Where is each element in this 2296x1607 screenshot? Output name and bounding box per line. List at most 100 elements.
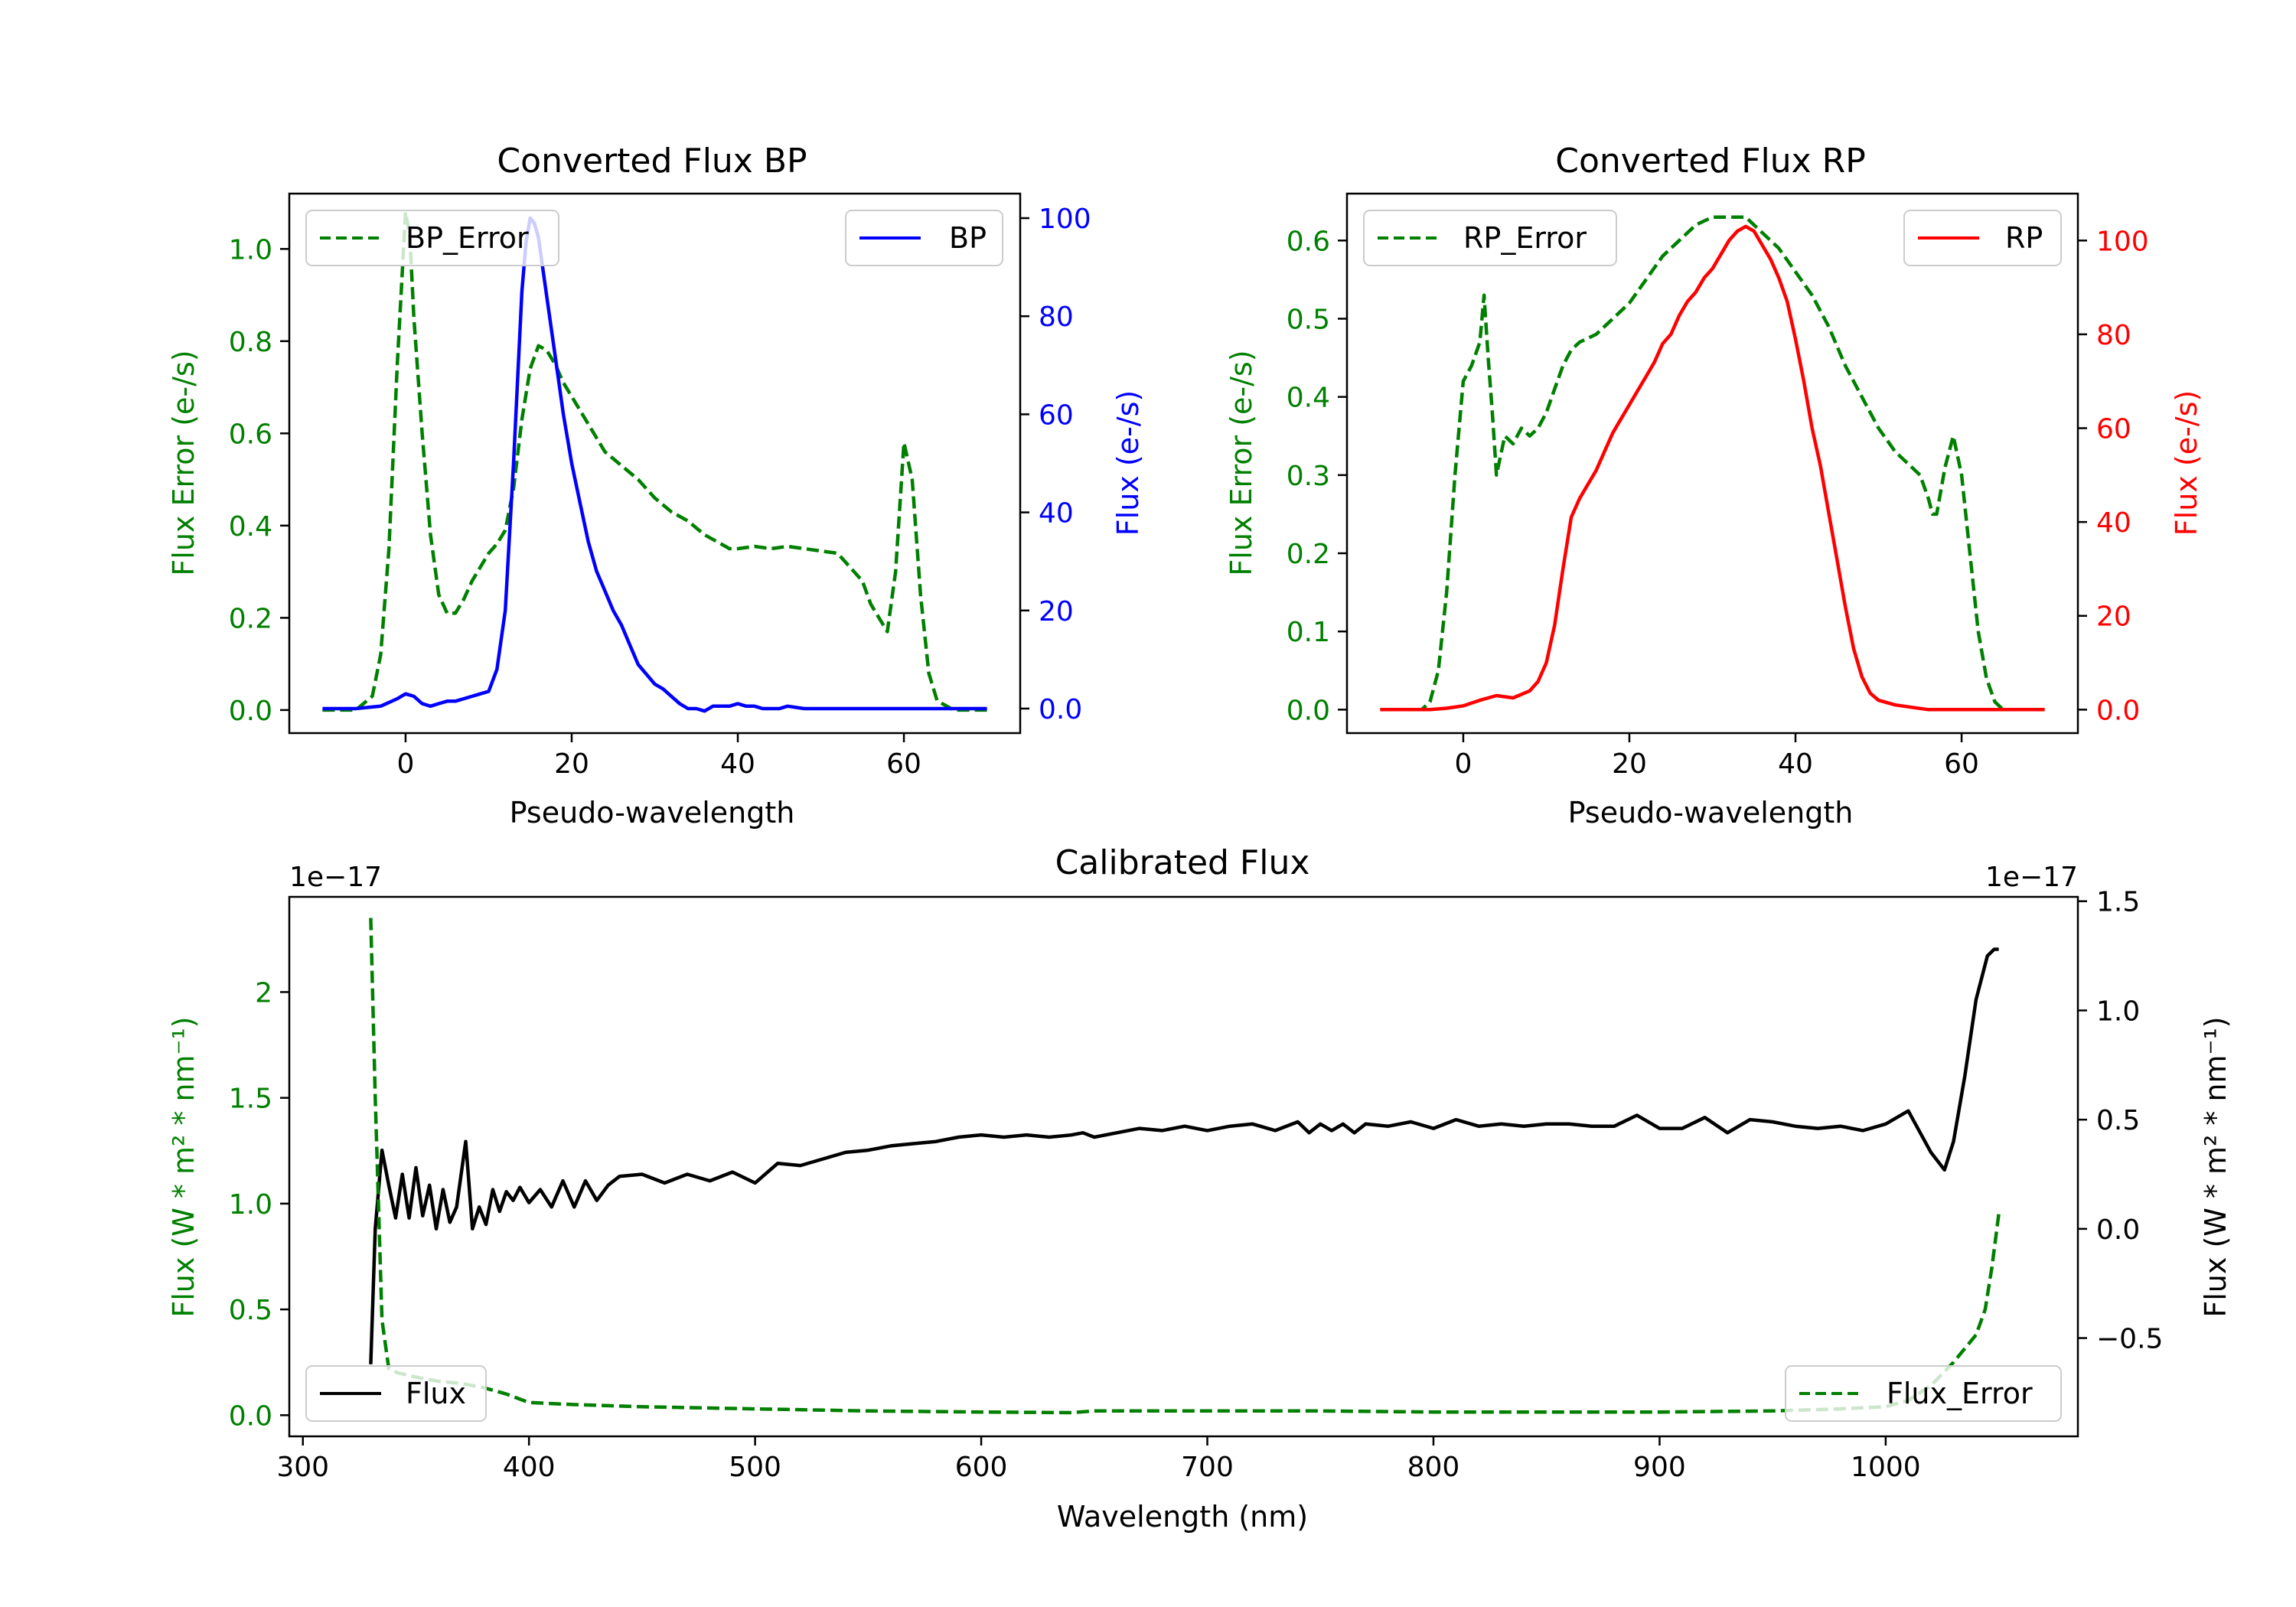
rp-ytick-left-label: 0.3	[1287, 461, 1330, 492]
rp-title: Converted Flux RP	[1555, 142, 1866, 181]
rp-xlabel: Pseudo-wavelength	[1568, 796, 1854, 830]
cal-legend-right-box	[1785, 1365, 2062, 1422]
cal-offset-left: 1e−17	[289, 862, 382, 893]
rp-xtick-label: 40	[1778, 748, 1813, 780]
bp-ylabel-right: Flux (e-/s)	[1111, 390, 1145, 536]
cal-xlabel: Wavelength (nm)	[1057, 1500, 1308, 1534]
bp-ytick-left-label: 1.0	[229, 234, 272, 266]
cal-xtick-label: 300	[276, 1452, 329, 1483]
cal-xtick-label: 600	[955, 1452, 1008, 1483]
cal-xtick-label: 700	[1181, 1452, 1234, 1483]
bp-legend-right-box	[845, 210, 1003, 266]
rp-legend-right-box	[1903, 210, 2062, 266]
rp-legend-left-box	[1363, 210, 1617, 266]
bp-xtick-label: 20	[554, 748, 589, 780]
rp-ytick-left-label: 0.6	[1287, 226, 1330, 257]
rp-ylabel-right: Flux (e-/s)	[2170, 390, 2203, 536]
cal-xtick-label: 400	[503, 1452, 556, 1483]
rp-legend-left-label: RP_Error	[1463, 221, 1587, 255]
bp-ytick-left-label: 0.4	[229, 511, 272, 543]
cal-ylabel-right: Flux (W * m² * nm⁻¹)	[2199, 1016, 2232, 1317]
rp-ytick-right-label: 0.0	[2096, 695, 2140, 726]
bp-plot-area	[322, 210, 987, 713]
rp-ytick-right-label: 100	[2096, 226, 2149, 257]
rp-xtick-label: 20	[1612, 748, 1647, 780]
cal-panel: Calibrated Flux 1e−17 1e−17 300 400 500 600…	[167, 843, 2232, 1534]
cal-legend-left-label: Flux	[406, 1377, 466, 1410]
bp-xlabel: Pseudo-wavelength	[510, 796, 795, 830]
rp-ylabel-left: Flux Error (e-/s)	[1225, 350, 1258, 575]
cal-legend-right-label: Flux_Error	[1887, 1377, 2033, 1410]
rp-ytick-right-label: 40	[2096, 507, 2131, 539]
bp-panel: Converted Flux BP 0 20 40 60 0.0 0.2 0.4 0.6 0.8…	[167, 142, 1145, 830]
rp-plot-area	[1380, 215, 2045, 712]
bp-series-bp	[322, 216, 987, 713]
cal-xtick-label: 1000	[1851, 1452, 1921, 1483]
rp-xtick-label: 0	[1454, 748, 1472, 780]
rp-ytick-left-label: 0.1	[1287, 617, 1330, 648]
cal-series-flux-error	[369, 918, 2001, 1415]
rp-legend-right-label: RP	[2005, 221, 2043, 255]
bp-title: Converted Flux BP	[497, 142, 807, 181]
bp-series-bp-error	[322, 210, 987, 712]
cal-offset-right: 1e−17	[1985, 862, 2078, 893]
bp-legend-right: BP	[845, 210, 1003, 266]
bp-ytick-right-label: 80	[1039, 302, 1074, 333]
cal-ticks: 300 400 500 600 700 800 900 1000 0.0 0.5 1.0 1.5 2 −0…	[229, 887, 2164, 1483]
cal-ytick-right-label: 1.0	[2096, 996, 2140, 1027]
rp-ytick-left-label: 0.5	[1287, 304, 1330, 335]
cal-series-flux	[369, 947, 1999, 1364]
bp-xtick-label: 60	[886, 748, 921, 780]
bp-ytick-right-label: 40	[1039, 498, 1074, 530]
cal-ytick-left-label: 1.5	[229, 1084, 272, 1115]
cal-ytick-left-label: 1.0	[229, 1189, 272, 1221]
bp-ytick-right-label: 0.0	[1039, 694, 1082, 725]
cal-title: Calibrated Flux	[1055, 843, 1310, 882]
cal-ytick-right-label: −0.5	[2096, 1324, 2163, 1355]
cal-ylabel-left: Flux (W * m² * nm⁻¹)	[167, 1016, 201, 1317]
rp-ytick-right-label: 20	[2096, 601, 2131, 633]
cal-xtick-label: 500	[729, 1452, 781, 1483]
cal-xtick-label: 900	[1633, 1452, 1686, 1483]
bp-ytick-right-label: 60	[1039, 399, 1074, 431]
rp-ytick-left-label: 0.0	[1287, 695, 1330, 726]
cal-xtick-label: 800	[1407, 1452, 1460, 1483]
cal-legend-left: Flux	[305, 1365, 487, 1422]
rp-legend-left: RP_Error	[1363, 210, 1617, 266]
cal-plot-area	[369, 918, 2001, 1415]
rp-series-rp	[1380, 224, 2045, 712]
rp-panel: Converted Flux RP 0 20 40 60 0.0 0.1 0.2 0.3 0.4…	[1225, 142, 2203, 830]
bp-ytick-right-label: 20	[1039, 596, 1074, 627]
cal-ytick-left-label: 0.0	[229, 1400, 272, 1432]
cal-axes-frame	[288, 895, 2079, 1438]
bp-legend-left: BP_Error	[305, 210, 559, 266]
bp-xtick-label: 0	[396, 748, 414, 780]
bp-xtick-label: 40	[720, 748, 755, 780]
rp-ytick-left-label: 0.2	[1287, 539, 1330, 570]
bp-ytick-left-label: 0.2	[229, 603, 272, 634]
bp-ylabel-left: Flux Error (e-/s)	[167, 350, 201, 575]
rp-ticks: 0 20 40 60 0.0 0.1 0.2 0.3 0.4 0.5 0.6 0.0 20 40 60 80 1…	[1287, 226, 2149, 780]
cal-ytick-right-label: 0.5	[2096, 1105, 2140, 1136]
rp-series-rp-error	[1380, 215, 2045, 712]
rp-ytick-right-label: 60	[2096, 414, 2131, 445]
rp-ytick-left-label: 0.4	[1287, 383, 1330, 414]
bp-ytick-left-label: 0.0	[229, 696, 272, 727]
cal-ytick-right-label: 0.0	[2096, 1214, 2140, 1246]
cal-ytick-right-label: 1.5	[2096, 887, 2140, 918]
cal-ytick-left-label: 2	[255, 977, 272, 1009]
bp-axes-frame	[288, 192, 1022, 735]
rp-xtick-label: 60	[1944, 748, 1979, 780]
bp-ytick-left-label: 0.8	[229, 327, 272, 358]
rp-ytick-right-label: 80	[2096, 320, 2131, 351]
bp-ytick-left-label: 0.6	[229, 419, 272, 450]
bp-legend-right-label: BP	[949, 221, 987, 255]
rp-legend-right: RP	[1903, 210, 2062, 266]
cal-legend-left-box	[305, 1365, 487, 1422]
rp-axes-frame	[1345, 192, 2079, 735]
cal-legend-right: Flux_Error	[1785, 1365, 2062, 1422]
bp-ytick-right-label: 100	[1039, 204, 1091, 235]
bp-legend-left-box	[305, 210, 559, 266]
bp-ticks: 0 20 40 60 0.0 0.2 0.4 0.6 0.8 1.0 0.0 20 40 60 80 100	[229, 204, 1091, 780]
